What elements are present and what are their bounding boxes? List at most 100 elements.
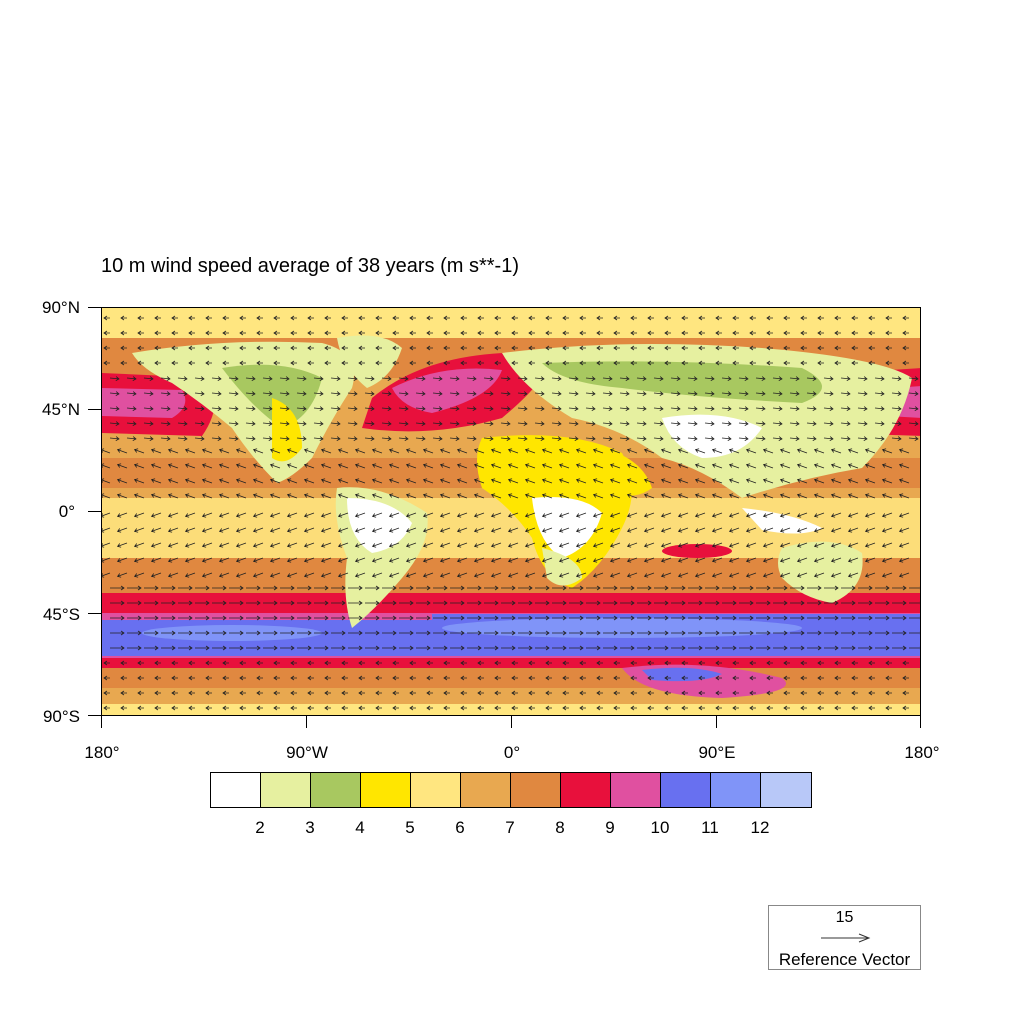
wind-vector [358, 345, 365, 351]
wind-vector [575, 493, 587, 499]
wind-vector [324, 345, 331, 351]
wind-vector [218, 478, 230, 484]
wind-vector [766, 330, 773, 336]
wind-vector [755, 421, 766, 426]
wind-vector [102, 478, 111, 484]
wind-vector [630, 360, 637, 366]
wind-vector [280, 645, 295, 651]
wind-vector [307, 315, 314, 321]
wind-vector [626, 448, 638, 454]
wind-vector [643, 448, 655, 454]
wind-vector [324, 660, 331, 666]
wind-vector [875, 600, 890, 606]
wind-vector [116, 448, 128, 454]
wind-vector [256, 315, 263, 321]
wind-vector [664, 330, 671, 336]
wind-vector [579, 690, 586, 696]
wind-vector [405, 493, 417, 499]
wind-vector [885, 660, 892, 666]
wind-vector [789, 436, 800, 441]
wind-vector [528, 690, 535, 696]
wind-vector [443, 675, 450, 681]
wind-vector [841, 585, 856, 591]
wind-vector [218, 512, 230, 518]
wind-vector [388, 493, 400, 499]
wind-vector [654, 600, 669, 606]
wind-vector [840, 421, 851, 426]
wind-vector [460, 360, 467, 366]
colorbar-swatch [411, 773, 461, 807]
wind-vector [466, 421, 477, 426]
wind-vector [772, 376, 783, 381]
wind-vector [813, 463, 825, 469]
wind-vector [341, 360, 348, 366]
wind-vector [177, 421, 188, 426]
wind-vector [120, 330, 127, 336]
wind-vector [290, 705, 297, 711]
wind-vector [755, 406, 766, 411]
wind-vector [330, 376, 341, 381]
wind-vector [806, 421, 817, 426]
wind-vector [188, 315, 195, 321]
wind-vector [562, 675, 569, 681]
wind-vector [558, 493, 570, 499]
wind-vector [297, 585, 312, 591]
wind-vector [643, 572, 655, 578]
wind-vector [154, 345, 161, 351]
wind-vector [154, 675, 161, 681]
wind-vector [541, 572, 553, 578]
wind-vector [892, 585, 907, 591]
wind-vector [133, 527, 145, 533]
wind-vector [348, 600, 363, 606]
wind-vector [467, 645, 482, 651]
wind-vector [160, 376, 171, 381]
wind-vector [545, 690, 552, 696]
wind-vector [416, 630, 431, 636]
wind-vector [324, 315, 331, 321]
wind-vector [534, 421, 545, 426]
wind-vector [262, 376, 273, 381]
wind-vector [443, 345, 450, 351]
wind-vector [195, 630, 210, 636]
wind-vector [762, 527, 774, 533]
colorbar-swatch [261, 773, 311, 807]
wind-vector [500, 436, 511, 441]
wind-vector [432, 406, 443, 411]
wind-vector [456, 478, 468, 484]
wind-vector [592, 512, 604, 518]
wind-vector [296, 406, 307, 411]
wind-vector [218, 527, 230, 533]
wind-vector [195, 645, 210, 651]
wind-vector [677, 572, 689, 578]
wind-vector [711, 463, 723, 469]
wind-vector [660, 557, 672, 563]
wind-vector [477, 690, 484, 696]
wind-vector [422, 512, 434, 518]
wind-vector [239, 705, 246, 711]
wind-vector [184, 542, 196, 548]
wind-vector [796, 493, 808, 499]
wind-vector [851, 675, 858, 681]
wind-vector [252, 527, 264, 533]
wind-vector [728, 493, 740, 499]
wind-vector [439, 557, 451, 563]
wind-vector [711, 493, 723, 499]
wind-vector [229, 645, 244, 651]
wind-vector [687, 376, 698, 381]
wind-vector [184, 448, 196, 454]
wind-vector [103, 675, 110, 681]
wind-vector [772, 391, 783, 396]
wind-vector [613, 315, 620, 321]
wind-vector [195, 615, 210, 621]
wind-vector [908, 421, 919, 426]
wind-vector [885, 675, 892, 681]
wind-vector [439, 463, 451, 469]
wind-vector [609, 572, 621, 578]
wind-vector [796, 512, 808, 518]
wind-vector [813, 572, 825, 578]
y-label-45n: 45°N [42, 400, 80, 419]
wind-vector [705, 645, 720, 651]
wind-vector [205, 315, 212, 321]
wind-vector [331, 645, 346, 651]
wind-vector [358, 330, 365, 336]
